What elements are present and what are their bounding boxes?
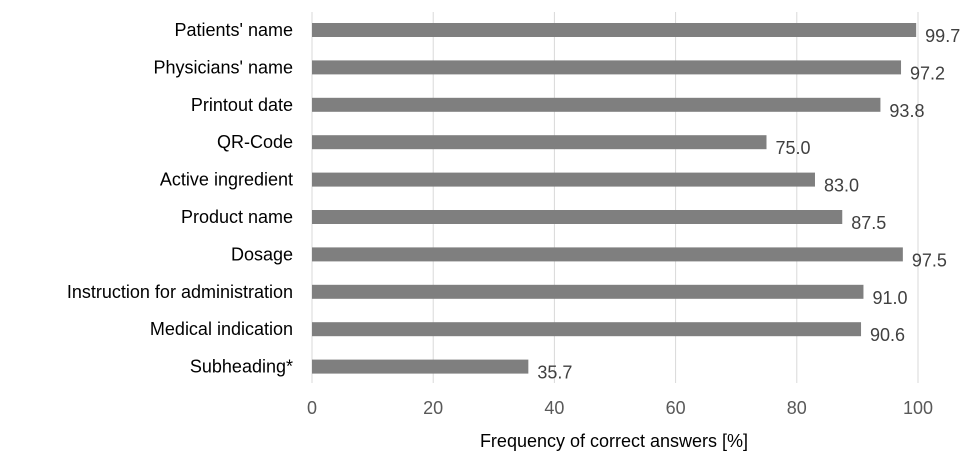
- data-label-1: 97.2: [910, 63, 945, 83]
- category-label-6: Dosage: [231, 244, 293, 264]
- data-label-3: 75.0: [776, 138, 811, 158]
- category-label-3: QR-Code: [217, 132, 293, 152]
- bar-6: [312, 247, 903, 262]
- x-axis-title: Frequency of correct answers [%]: [480, 431, 748, 451]
- x-tick-label-0: 0: [307, 398, 317, 418]
- bars: [312, 23, 917, 374]
- data-label-2: 93.8: [889, 101, 924, 121]
- category-labels: Patients' name Physicians' name Printout d…: [67, 20, 293, 377]
- bar-3: [312, 135, 767, 150]
- category-label-8: Medical indication: [150, 319, 293, 339]
- bar-2: [312, 97, 881, 112]
- bar-1: [312, 60, 902, 75]
- bar-9: [312, 359, 529, 374]
- data-label-4: 83.0: [824, 176, 859, 196]
- data-label-7: 91.0: [872, 288, 907, 308]
- x-tick-label-3: 60: [666, 398, 686, 418]
- category-label-0: Patients' name: [174, 20, 293, 40]
- x-tick-label-5: 100: [903, 398, 933, 418]
- x-tick-labels: 0 20 40 60 80 100: [307, 398, 933, 418]
- bar-8: [312, 322, 862, 337]
- bar-4: [312, 172, 815, 187]
- bar-5: [312, 210, 843, 224]
- data-label-9: 35.7: [537, 363, 572, 383]
- category-label-4: Active ingredient: [160, 170, 293, 190]
- category-label-5: Product name: [181, 207, 293, 227]
- category-label-9: Subheading*: [190, 357, 293, 377]
- data-label-8: 90.6: [870, 325, 905, 345]
- data-label-0: 99.7: [925, 26, 960, 46]
- x-tick-label-2: 40: [544, 398, 564, 418]
- bar-0: [312, 23, 917, 37]
- bar-7: [312, 284, 864, 299]
- data-label-6: 97.5: [912, 250, 947, 270]
- data-label-5: 87.5: [851, 213, 886, 233]
- x-tick-label-1: 20: [423, 398, 443, 418]
- category-label-1: Physicians' name: [154, 57, 294, 77]
- category-label-2: Printout date: [191, 95, 293, 115]
- data-labels: 99.7 97.2 93.8 75.0 83.0 87.5 97.591.0 90.6 35.7: [537, 26, 960, 383]
- category-label-7: Instruction for administration: [67, 282, 293, 302]
- x-tick-label-4: 80: [787, 398, 807, 418]
